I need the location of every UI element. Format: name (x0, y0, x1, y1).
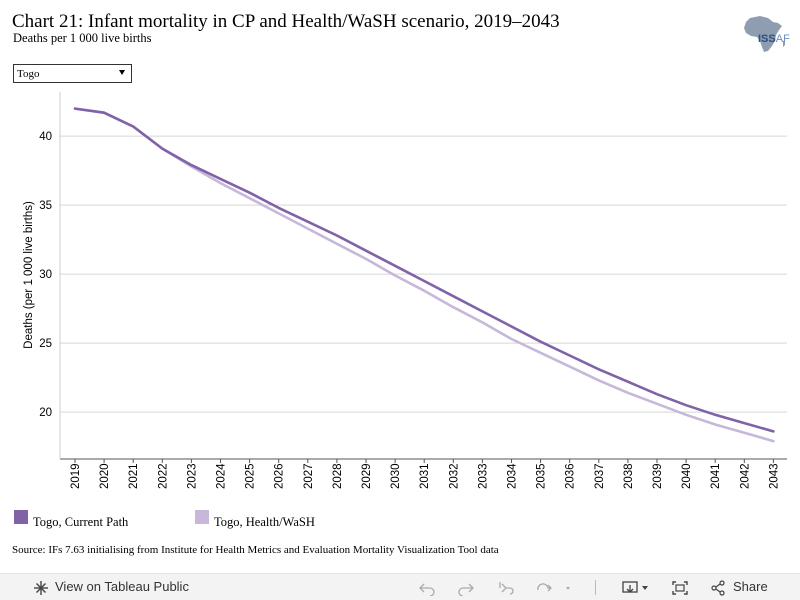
revert-icon[interactable] (497, 580, 515, 596)
fullscreen-icon[interactable] (671, 580, 689, 596)
legend-swatch-current-path (14, 510, 28, 524)
toolbar-divider (595, 580, 596, 595)
download-icon[interactable] (621, 580, 653, 596)
redo-icon[interactable] (457, 580, 475, 596)
dropdown-arrow-icon (119, 70, 125, 75)
share-icon[interactable] (710, 580, 726, 596)
refresh-icon[interactable] (535, 580, 575, 596)
x-tick-label: 2039 (652, 463, 664, 489)
legend-swatch-health-wash (195, 510, 209, 524)
chart-title: Chart 21: Infant mortality in CP and Hea… (12, 11, 560, 32)
tableau-logo-icon (34, 581, 48, 595)
share-button[interactable]: Share (733, 579, 768, 594)
x-tick-label: 2027 (303, 463, 315, 489)
legend-label-current-path: Togo, Current Path (33, 515, 129, 529)
x-tick-label: 2026 (274, 463, 286, 489)
y-tick-label: 25 (39, 338, 52, 350)
x-tick-label: 2042 (739, 463, 751, 489)
x-tick-label: 2022 (157, 463, 169, 489)
source-note: Source: IFs 7.63 initialising from Insti… (12, 544, 499, 556)
x-tick-label: 2032 (448, 463, 460, 489)
country-dropdown[interactable]: Togo (13, 64, 132, 83)
x-tick-label: 2023 (186, 463, 198, 489)
x-tick-label: 2033 (477, 463, 489, 489)
logo-text-accent: AF (775, 33, 790, 45)
x-axis-ticks: 2019 2020 2021 2022 2023 2024 2025 2026 2027 2028… (70, 459, 780, 489)
x-tick-label: 2028 (332, 463, 344, 489)
africa-map-icon (744, 16, 785, 52)
country-dropdown-value: Togo (17, 68, 40, 80)
chart-subtitle: Deaths per 1 000 live births (13, 31, 152, 45)
x-tick-label: 2037 (594, 463, 606, 489)
x-tick-label: 2029 (361, 463, 373, 489)
x-tick-label: 2038 (623, 463, 635, 489)
x-tick-label: 2020 (99, 463, 111, 489)
series-lines (73, 107, 775, 443)
x-tick-label: 2035 (536, 463, 548, 489)
y-tick-label: 35 (39, 200, 52, 212)
y-tick-label: 20 (39, 407, 52, 419)
tableau-toolbar: View on Tableau Public Share (0, 573, 800, 600)
y-axis-ticks: 20 25 30 35 40 (39, 131, 52, 419)
y-tick-label: 40 (39, 131, 52, 143)
undo-icon[interactable] (418, 580, 436, 596)
x-tick-label: 2036 (565, 463, 577, 489)
iss-africa-logo: ISSAF (738, 14, 792, 54)
x-tick-label: 2030 (390, 463, 402, 489)
x-tick-label: 2034 (507, 463, 519, 489)
x-tick-label: 2040 (681, 463, 693, 489)
logo-text: ISS (758, 33, 776, 45)
x-tick-label: 2021 (128, 463, 140, 489)
view-on-tableau-link[interactable]: View on Tableau Public (55, 579, 189, 594)
x-tick-label: 2031 (419, 463, 431, 489)
y-axis-label: Deaths (per 1 000 live births) (23, 201, 35, 349)
series-line-current-path[interactable] (73, 107, 775, 433)
y-tick-label: 30 (39, 269, 52, 281)
x-tick-label: 2019 (70, 463, 82, 489)
x-tick-label: 2043 (768, 463, 780, 489)
gridlines (60, 135, 787, 413)
x-tick-label: 2024 (216, 463, 228, 489)
x-tick-label: 2041 (710, 463, 722, 489)
legend-label-health-wash: Togo, Health/WaSH (214, 515, 315, 529)
x-tick-label: 2025 (245, 463, 257, 489)
